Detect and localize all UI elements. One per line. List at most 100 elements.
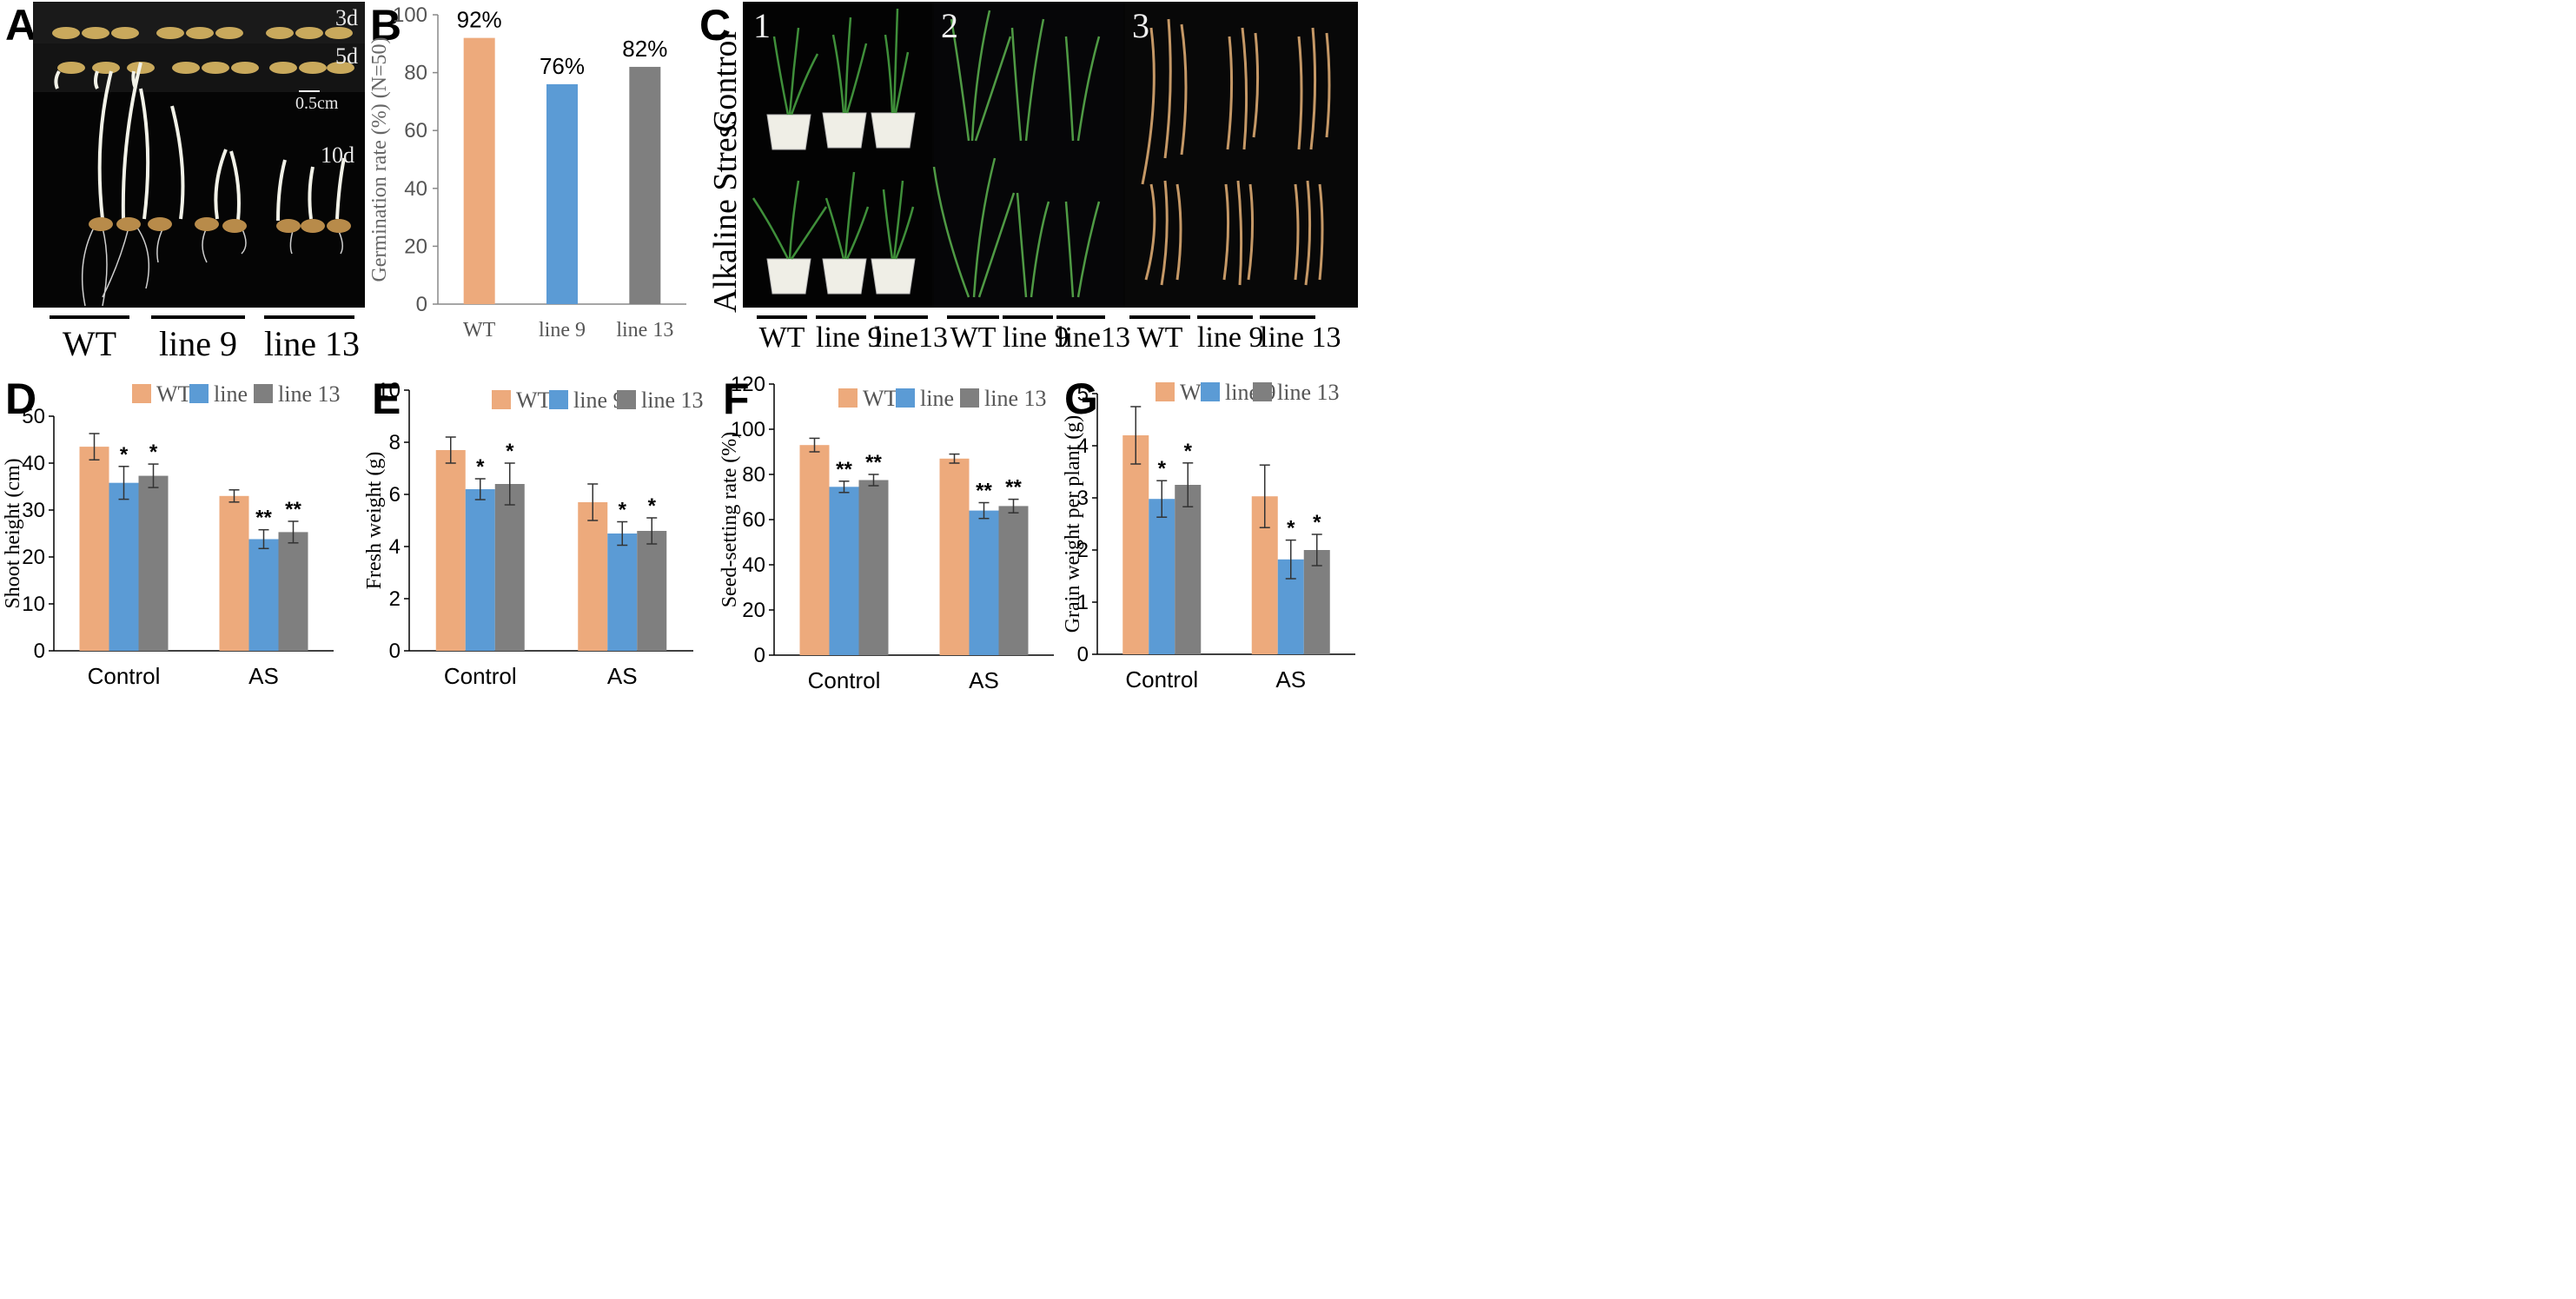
legend-swatch-line9 xyxy=(896,388,915,408)
panel-letter-f: F xyxy=(723,374,750,423)
y-tick-label: 10 xyxy=(377,379,401,402)
subpanel-number-2: 2 xyxy=(941,6,958,45)
y-tick-label: 1 xyxy=(1077,591,1089,614)
bar-line13-control xyxy=(858,480,889,655)
y-tick-label: 0 xyxy=(416,293,427,316)
significance-marker: * xyxy=(648,494,657,518)
panel-a-seed-photo: 3d 5d 0.5cm 10d xyxy=(33,2,365,308)
group-underline xyxy=(264,315,354,319)
bar-wt-control xyxy=(799,445,830,655)
significance-marker: ** xyxy=(865,451,882,474)
y-tick-label: 50 xyxy=(22,405,45,428)
significance-marker: * xyxy=(476,455,485,479)
data-label: 82% xyxy=(622,36,667,62)
bar-line13-control xyxy=(138,475,169,651)
c1-label-wt: WT xyxy=(758,321,805,354)
y-tick-label: 30 xyxy=(22,499,45,522)
c2-label-line13: line13 xyxy=(1056,321,1130,354)
y-axis-label: Grain weight per plant (g) xyxy=(1062,415,1084,633)
y-axis-label: Seed-setting rate (%) xyxy=(718,432,741,608)
significance-marker: * xyxy=(506,440,514,463)
legend-label: line 13 xyxy=(641,388,704,413)
panel-letter-a: A xyxy=(5,1,37,50)
day-label-5d: 5d xyxy=(335,43,358,69)
bar-line13 xyxy=(629,66,661,304)
legend-label: line 9 xyxy=(573,388,625,413)
legend-swatch-wt xyxy=(838,388,858,408)
c2-label-line9: line 9 xyxy=(1003,321,1069,354)
legend-swatch-line9 xyxy=(189,384,209,403)
legend-label: line 13 xyxy=(984,386,1047,411)
significance-marker: * xyxy=(619,499,627,522)
scale-bar-label: 0.5cm xyxy=(295,94,339,113)
y-tick-label: 2 xyxy=(389,587,401,611)
bar-wt-as xyxy=(219,495,249,651)
bar-line13-control xyxy=(494,484,525,651)
group-label-wt: WT xyxy=(62,324,117,363)
y-tick-label: 40 xyxy=(742,553,765,577)
bar-line9-as xyxy=(607,534,638,651)
y-tick-label: 60 xyxy=(404,119,427,142)
legend-swatch-wt xyxy=(1156,382,1175,401)
day-label-3d: 3d xyxy=(335,5,358,30)
bar-line13-as xyxy=(998,506,1029,655)
y-tick-label: 10 xyxy=(22,593,45,616)
x-tick-label: AS xyxy=(1275,666,1306,693)
y-tick-label: 20 xyxy=(404,235,427,258)
significance-marker: ** xyxy=(976,480,992,503)
legend-swatch-line9 xyxy=(549,390,568,409)
y-tick-label: 80 xyxy=(742,463,765,487)
panel-letter-e: E xyxy=(372,374,401,423)
data-label: 76% xyxy=(540,53,585,79)
y-tick-label: 40 xyxy=(22,452,45,475)
panel-c-plant-illustration xyxy=(743,2,1358,308)
group-underline xyxy=(50,315,129,319)
y-tick-label: 5 xyxy=(1077,382,1089,406)
x-tick-label: Control xyxy=(88,663,161,689)
significance-marker: * xyxy=(1313,511,1321,534)
y-tick-label: 20 xyxy=(742,599,765,622)
data-label: 92% xyxy=(457,7,502,33)
x-tick-label: line 9 xyxy=(539,319,586,341)
subpanel-number-1: 1 xyxy=(753,6,771,45)
y-tick-label: 100 xyxy=(731,418,765,441)
legend-label: WT xyxy=(863,386,898,411)
c1-label-line9: line 9 xyxy=(816,321,883,354)
legend-swatch-line13 xyxy=(960,388,979,408)
significance-marker: ** xyxy=(255,507,272,530)
x-tick-label: AS xyxy=(969,667,999,693)
bar-line13-control xyxy=(1175,485,1202,654)
group-underline xyxy=(757,315,807,319)
legend-label: line 13 xyxy=(1277,380,1340,405)
group-underline xyxy=(151,315,245,319)
significance-marker: * xyxy=(1184,440,1193,463)
y-tick-label: 80 xyxy=(404,62,427,85)
bar-line9-control xyxy=(109,482,139,651)
y-tick-label: 4 xyxy=(1077,434,1089,458)
c1-label-line13: line13 xyxy=(874,321,948,354)
bar-line13-as xyxy=(278,532,308,651)
significance-marker: * xyxy=(120,443,129,467)
legend-swatch-line13 xyxy=(1253,382,1272,401)
bar-wt-as xyxy=(578,502,608,651)
x-tick-label: Control xyxy=(444,663,517,689)
x-tick-label: AS xyxy=(607,663,638,689)
day-label-10d: 10d xyxy=(321,142,354,168)
x-tick-label: Control xyxy=(808,667,881,693)
y-tick-label: 20 xyxy=(22,546,45,569)
y-tick-label: 60 xyxy=(742,508,765,532)
y-tick-label: 8 xyxy=(389,431,401,454)
bar-wt-control xyxy=(1122,435,1149,654)
y-tick-label: 2 xyxy=(1077,539,1089,562)
bar-wt-control xyxy=(79,447,109,651)
panel-letter-c: C xyxy=(699,1,732,50)
bar-line9-control xyxy=(1149,499,1175,654)
x-tick-label: Control xyxy=(1125,666,1198,693)
y-tick-label: 0 xyxy=(34,640,45,663)
legend-label: WT xyxy=(156,381,192,407)
c3-label-line9: line 9 xyxy=(1197,321,1264,354)
c3-label-wt: WT xyxy=(1136,321,1183,354)
y-tick-label: 0 xyxy=(754,644,765,667)
